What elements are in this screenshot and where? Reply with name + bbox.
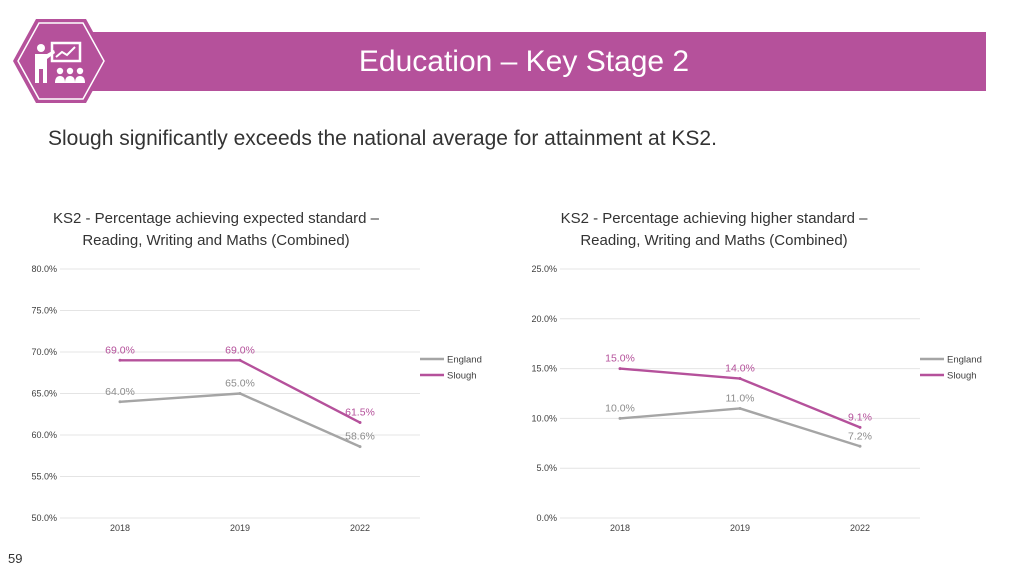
data-label: 58.6%	[345, 431, 375, 443]
chart-expected-standard: KS2 - Percentage achieving expected stan…	[31, 210, 482, 533]
y-tick-label: 70.0%	[31, 347, 57, 357]
legend-label: England	[947, 355, 982, 366]
title-banner	[62, 32, 986, 91]
x-tick-label: 2019	[230, 523, 250, 533]
y-tick-label: 50.0%	[31, 513, 57, 523]
legend-label: Slough	[947, 371, 977, 382]
y-tick-label: 5.0%	[536, 463, 557, 473]
data-point	[618, 416, 622, 420]
data-point	[358, 445, 362, 449]
data-point	[738, 377, 742, 381]
y-tick-label: 10.0%	[531, 413, 557, 423]
data-label: 64.0%	[105, 386, 135, 398]
chart-title-line: Reading, Writing and Maths (Combined)	[580, 232, 847, 249]
data-point	[358, 421, 362, 425]
data-label: 11.0%	[726, 392, 755, 404]
x-tick-label: 2018	[610, 523, 630, 533]
y-tick-label: 65.0%	[31, 389, 57, 399]
data-label: 7.2%	[848, 430, 872, 442]
x-tick-label: 2018	[110, 523, 130, 533]
chart-title-line: KS2 - Percentage achieving higher standa…	[561, 210, 869, 227]
data-point	[738, 406, 742, 410]
y-tick-label: 60.0%	[31, 430, 57, 440]
x-tick-label: 2022	[850, 523, 870, 533]
data-point	[618, 367, 622, 371]
page-title: Education – Key Stage 2	[358, 45, 690, 78]
y-tick-label: 80.0%	[31, 264, 57, 274]
chart-title-line: Reading, Writing and Maths (Combined)	[82, 232, 349, 249]
data-label: 69.0%	[105, 344, 135, 356]
y-tick-label: 55.0%	[31, 472, 57, 482]
data-label: 9.1%	[848, 411, 872, 423]
x-tick-label: 2019	[730, 523, 750, 533]
series-line-england	[619, 407, 861, 448]
y-tick-label: 25.0%	[531, 264, 557, 274]
series-line-england	[119, 392, 361, 448]
data-point	[118, 400, 122, 404]
data-point	[238, 358, 242, 362]
legend-label: Slough	[447, 371, 477, 382]
data-point	[858, 425, 862, 429]
chart-title-line: KS2 - Percentage achieving expected stan…	[53, 210, 380, 227]
x-tick-label: 2022	[350, 523, 370, 533]
data-label: 65.0%	[225, 378, 255, 390]
data-point	[238, 392, 242, 395]
page-subtitle: Slough significantly exceeds the nationa…	[48, 127, 717, 150]
data-label: 15.0%	[605, 353, 635, 365]
legend-label: England	[447, 355, 482, 366]
data-point	[118, 358, 122, 362]
teacher-presentation-icon	[13, 19, 109, 103]
data-label: 10.0%	[605, 402, 635, 414]
y-tick-label: 15.0%	[531, 364, 557, 374]
data-label: 14.0%	[725, 363, 755, 375]
y-tick-label: 20.0%	[531, 314, 557, 324]
series-line-slough	[120, 359, 361, 424]
data-label: 69.0%	[225, 344, 255, 356]
chart-higher-standard: KS2 - Percentage achieving higher standa…	[531, 210, 982, 533]
data-point	[858, 444, 862, 448]
y-tick-label: 0.0%	[536, 513, 557, 523]
y-tick-label: 75.0%	[31, 306, 57, 316]
data-label: 61.5%	[345, 407, 375, 419]
page-number: 59	[8, 551, 23, 566]
